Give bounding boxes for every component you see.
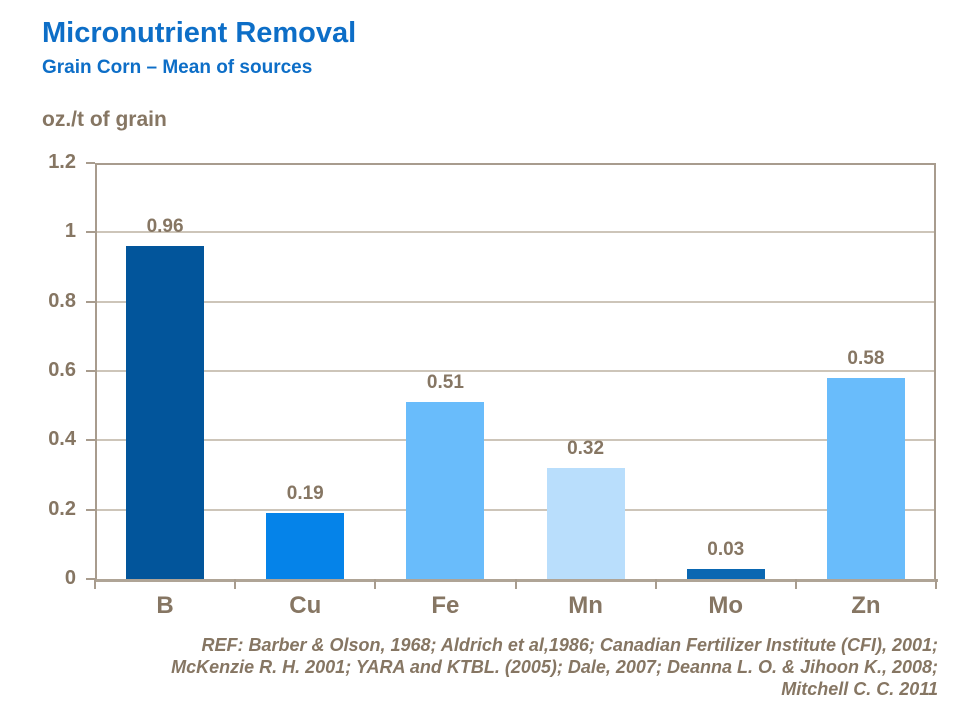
- reference-line: REF: Barber & Olson, 1968; Aldrich et al…: [201, 635, 938, 655]
- bar-B: [126, 246, 205, 579]
- bar-Mn: [546, 468, 625, 579]
- x-axis-line: [95, 579, 938, 582]
- bar-value-label: 0.51: [426, 372, 464, 394]
- y-axis-tick-label: 1.2: [48, 151, 76, 173]
- y-axis-tick: [86, 578, 95, 580]
- x-category-label: Mo: [708, 592, 744, 619]
- y-axis-tick: [86, 162, 95, 164]
- reference-text: REF: Barber & Olson, 1968; Aldrich et al…: [38, 634, 938, 700]
- y-axis-tick-label: 1: [64, 220, 76, 243]
- x-category-label: Zn: [851, 592, 881, 619]
- chart-title: Micronutrient Removal: [42, 17, 357, 49]
- y-axis-tick: [86, 439, 95, 442]
- gridline: [95, 231, 936, 234]
- y-axis-tick: [86, 231, 95, 234]
- bar-value-label: 0.19: [286, 483, 324, 505]
- gridline: [95, 370, 936, 372]
- x-category-label: Fe: [431, 592, 460, 619]
- bar-Cu: [266, 513, 345, 579]
- y-axis-tick-label: 0.8: [48, 289, 76, 312]
- reference-line: Mitchell C. C. 2011: [781, 679, 938, 699]
- x-category-label: Mn: [568, 592, 603, 619]
- bar-Mo: [686, 568, 765, 579]
- x-category-label: Cu: [289, 592, 322, 619]
- y-axis-tick-label: 0.4: [48, 428, 76, 451]
- chart-subtitle: Grain Corn – Mean of sources: [42, 57, 313, 78]
- x-axis-tick: [94, 579, 96, 589]
- y-axis-unit-label: oz./t of grain: [42, 108, 167, 131]
- y-axis-tick-label: 0: [64, 567, 76, 589]
- x-axis-tick: [374, 579, 377, 589]
- bar-value-label: 0.32: [567, 438, 605, 460]
- plot-area: 0.96 0.19 0.51 0.32 0.03 0.58: [95, 163, 936, 579]
- x-axis-tick: [935, 579, 937, 589]
- y-axis-tick: [86, 370, 95, 372]
- bar-value-label: 0.03: [707, 538, 745, 560]
- y-axis-tick-label: 0.2: [48, 497, 76, 520]
- bar-value-label: 0.58: [847, 347, 885, 369]
- y-axis-tick: [86, 508, 95, 511]
- bar-Zn: [826, 377, 905, 579]
- y-axis-tick: [86, 300, 95, 303]
- gridline: [95, 508, 936, 511]
- y-axis-tick-label: 0.6: [48, 359, 76, 381]
- bar-Fe: [406, 402, 485, 579]
- x-axis-tick: [514, 579, 517, 589]
- bar-value-label: 0.96: [146, 216, 184, 238]
- x-category-label: B: [156, 592, 174, 619]
- x-axis-tick: [234, 579, 237, 589]
- gridline: [95, 439, 936, 442]
- gridline: [95, 300, 936, 303]
- x-axis-tick: [654, 579, 657, 589]
- reference-line: McKenzie R. H. 2001; YARA and KTBL. (200…: [171, 657, 938, 677]
- x-axis-tick: [794, 579, 797, 589]
